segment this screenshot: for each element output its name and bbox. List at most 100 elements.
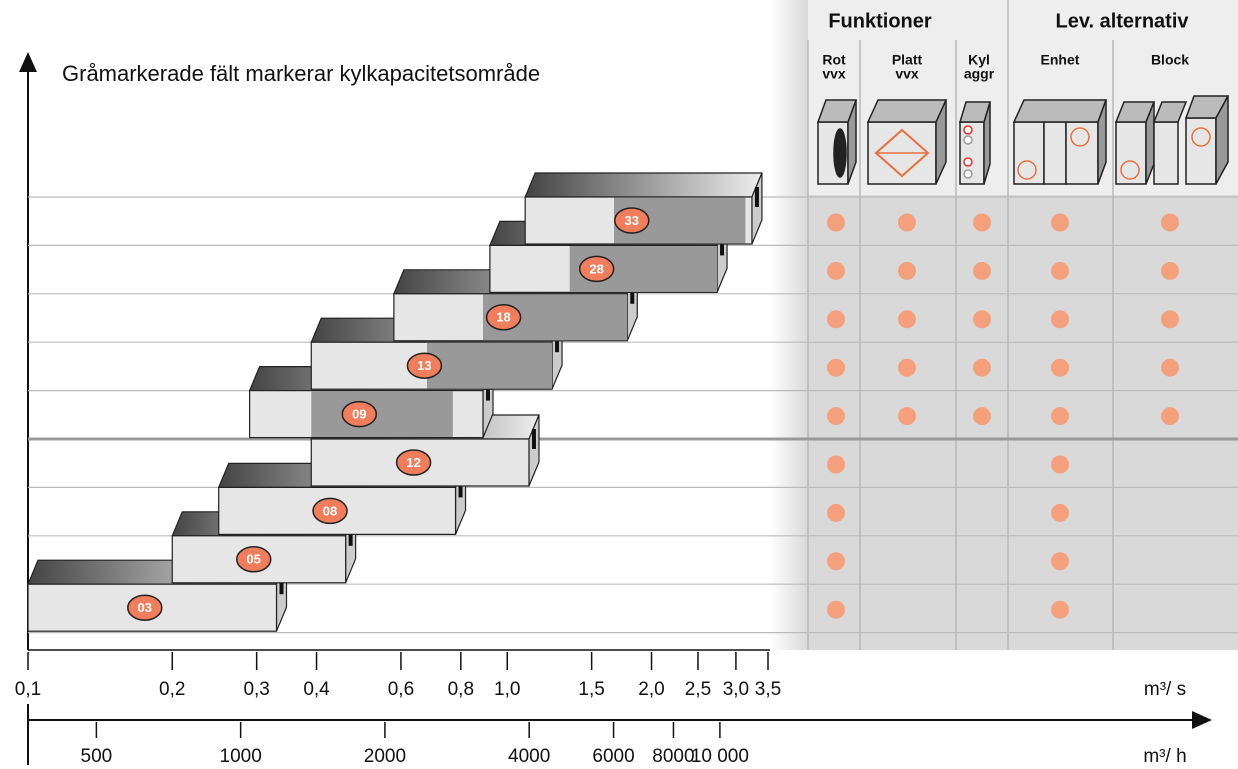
x2-tick-label: 4000 <box>508 746 550 767</box>
feature-dot <box>1051 261 1069 280</box>
model-badge <box>614 207 650 234</box>
feature-dot <box>898 213 916 232</box>
x-tick-label: 3,5 <box>755 679 781 700</box>
feature-dot <box>1051 600 1069 619</box>
feature-dot <box>827 261 845 280</box>
unit-slot <box>720 235 725 256</box>
x-tick-label: 1,5 <box>578 679 604 700</box>
model-badge <box>235 546 272 573</box>
column-title: Kyl <box>968 52 990 68</box>
unit-slot <box>348 525 353 546</box>
column-dividers <box>807 0 1114 650</box>
model-label: 13 <box>417 358 431 373</box>
feature-dot <box>898 407 916 426</box>
x-tick-label: 1,0 <box>494 679 520 700</box>
x-tick-label: 0,1 <box>15 679 41 700</box>
feature-dot <box>1161 213 1179 232</box>
panel-fade <box>770 0 808 650</box>
model-badge <box>395 449 432 476</box>
unit-slot <box>458 477 463 498</box>
column-title: Rot <box>822 52 846 68</box>
icons <box>816 95 1230 185</box>
unit-slot <box>754 187 759 207</box>
feature-dot <box>827 213 845 232</box>
feature-dot <box>827 455 845 474</box>
group-title: Lev. alternativ <box>1055 10 1189 32</box>
feature-dot <box>827 503 845 522</box>
model-badge <box>485 304 522 331</box>
x-unit: m³/ s <box>1144 679 1186 700</box>
model-badge <box>312 497 348 525</box>
feature-dot <box>1051 358 1069 377</box>
cooling-range <box>426 342 553 389</box>
unit-range <box>310 438 530 487</box>
feature-dot <box>1051 552 1069 571</box>
x2-unit: m³/ h <box>1143 746 1186 767</box>
x2-tick-label: 500 <box>81 746 113 767</box>
unit: 33 <box>524 172 763 245</box>
feature-dot <box>1051 407 1069 426</box>
x-tick-label: 0,2 <box>159 679 185 700</box>
feature-dot <box>973 261 991 280</box>
feature-dot <box>898 310 916 329</box>
feature-dot <box>827 358 845 377</box>
unit-slot <box>555 332 560 353</box>
feature-dot <box>898 358 916 377</box>
column-title: Platt <box>892 52 923 68</box>
model-badge <box>406 352 443 379</box>
feature-dot <box>973 310 991 329</box>
feature-dot <box>1051 310 1069 329</box>
unit: 13 <box>310 317 563 390</box>
feature-dot <box>1161 358 1179 377</box>
units: 03 05 08 12 09 13 18 28 33 <box>27 172 763 632</box>
x2-tick-label: 8000 <box>652 746 694 767</box>
column-title: vvx <box>822 66 846 82</box>
column-title: vvx <box>895 66 919 82</box>
feature-dot <box>973 358 991 377</box>
x2-tick-label: 1000 <box>220 746 262 767</box>
feature-dot <box>898 261 916 280</box>
note: Gråmarkerade fält markerar kylkapacitets… <box>62 61 540 86</box>
unit-slot <box>279 574 284 595</box>
feature-dot <box>827 600 845 619</box>
model-label: 33 <box>625 213 639 228</box>
ticks: 0,1 0,2 0,3 0,4 0,6 0,8 1,0 1,5 2,0 2,5 3,0 3,5 500 1… <box>15 652 781 767</box>
x-tick-label: 2,0 <box>638 679 664 700</box>
feature-dot <box>1161 407 1179 426</box>
feature-dot <box>1051 213 1069 232</box>
column-title: aggr <box>964 66 995 82</box>
unit-range <box>27 583 278 632</box>
model-label: 28 <box>589 261 603 276</box>
feature-dot <box>1051 503 1069 522</box>
feature-dots <box>827 213 1179 619</box>
feature-dot <box>1161 261 1179 280</box>
x2-tick-label: 2000 <box>364 746 406 767</box>
model-label: 12 <box>406 455 420 470</box>
model-badge <box>578 255 615 283</box>
unit-top <box>524 172 763 198</box>
cooling-range <box>311 391 453 437</box>
x-tick-label: 0,4 <box>303 679 330 700</box>
feature-dot <box>827 310 845 329</box>
feature-dot <box>827 407 845 426</box>
x2-axis-arrow <box>1192 711 1212 729</box>
model-label: 08 <box>323 503 337 518</box>
x2-tick-label: 6000 <box>592 746 634 767</box>
feature-dot <box>973 213 991 232</box>
unit-slot <box>630 283 635 304</box>
feature-dot <box>827 552 845 571</box>
column-title: Enhet <box>1041 52 1080 68</box>
unit-slot <box>531 429 536 449</box>
model-label: 09 <box>352 407 366 422</box>
x-tick-label: 0,3 <box>243 679 269 700</box>
x-tick-label: 2,5 <box>685 679 711 700</box>
column-title: Block <box>1151 52 1189 68</box>
model-label: 03 <box>138 600 152 615</box>
group-title: Funktioner <box>828 10 932 32</box>
feature-dot <box>1161 310 1179 329</box>
x-tick-label: 0,8 <box>448 679 474 700</box>
x-tick-label: 0,6 <box>388 679 414 700</box>
model-badge <box>127 594 163 621</box>
feature-dot <box>973 407 991 426</box>
